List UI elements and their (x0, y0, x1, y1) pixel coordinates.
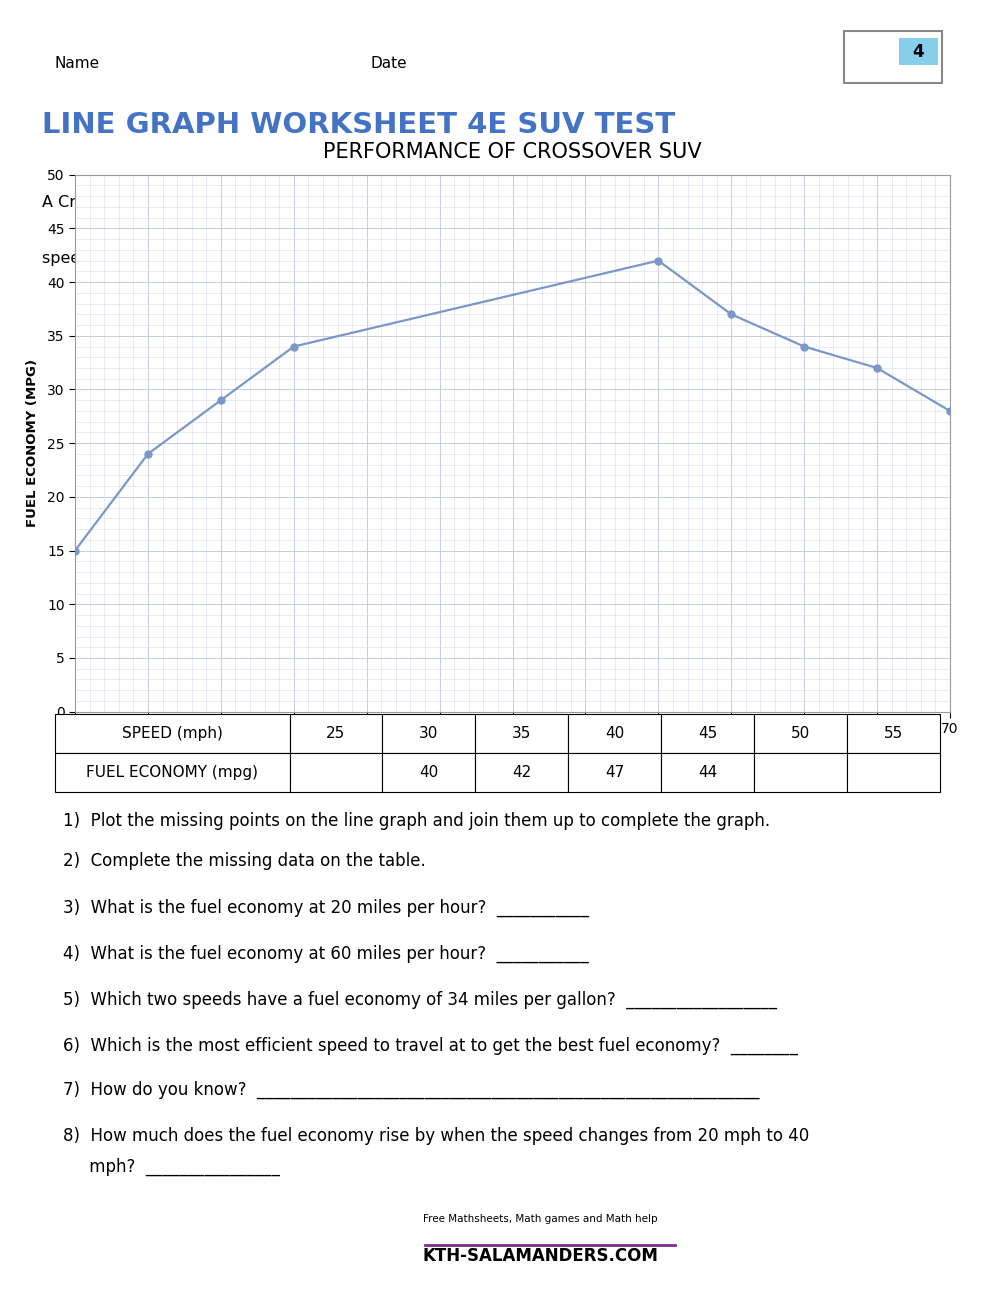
Text: 6)  Which is the most efficient speed to travel at to get the best fuel economy?: 6) Which is the most efficient speed to … (63, 1036, 798, 1055)
Bar (844, 31, 942, 83)
Bar (382, 753, 475, 792)
Y-axis label: FUEL ECONOMY (MPG): FUEL ECONOMY (MPG) (26, 360, 39, 527)
Bar (899, 38, 938, 65)
Text: SPEED (mph): SPEED (mph) (122, 726, 223, 741)
Bar (847, 714, 940, 753)
Text: 5)  Which two speeds have a fuel economy of 34 miles per gallon?  ______________: 5) Which two speeds have a fuel economy … (63, 991, 777, 1009)
Bar (382, 714, 475, 753)
Text: 8)  How much does the fuel economy rise by when the speed changes from 20 mph to: 8) How much does the fuel economy rise b… (63, 1127, 809, 1145)
Text: 1)  Plot the missing points on the line graph and join them up to complete the g: 1) Plot the missing points on the line g… (63, 813, 770, 831)
Text: Date: Date (370, 56, 407, 71)
Text: 3)  What is the fuel economy at 20 miles per hour?  ___________: 3) What is the fuel economy at 20 miles … (63, 898, 589, 917)
Text: 2)  Complete the missing data on the table.: 2) Complete the missing data on the tabl… (63, 853, 426, 871)
Text: 40: 40 (419, 765, 439, 780)
Text: Free Mathsheets, Math games and Math help: Free Mathsheets, Math games and Math hel… (423, 1214, 657, 1224)
Text: 45: 45 (698, 726, 717, 741)
Bar (847, 753, 940, 792)
Text: 25: 25 (326, 726, 346, 741)
Text: ΚTH-SALAMANDERS.COM: ΚTH-SALAMANDERS.COM (422, 1247, 658, 1266)
Text: 35: 35 (512, 726, 532, 741)
Bar (55, 753, 290, 792)
Bar (290, 714, 382, 753)
Text: 30: 30 (419, 726, 439, 741)
Text: 50: 50 (791, 726, 810, 741)
Text: LINE GRAPH WORKSHEET 4E SUV TEST: LINE GRAPH WORKSHEET 4E SUV TEST (42, 111, 675, 138)
Bar (475, 714, 568, 753)
Text: 55: 55 (884, 726, 903, 741)
Bar (568, 753, 661, 792)
Text: 7)  How do you know?  __________________________________________________________: 7) How do you know? ____________________… (63, 1080, 760, 1100)
Bar (661, 714, 754, 753)
Text: 44: 44 (698, 765, 717, 780)
Text: 42: 42 (512, 765, 531, 780)
Text: 47: 47 (605, 765, 624, 780)
Bar (661, 753, 754, 792)
Bar (290, 753, 382, 792)
Text: 4)  What is the fuel economy at 60 miles per hour?  ___________: 4) What is the fuel economy at 60 miles … (63, 945, 589, 963)
Bar (568, 714, 661, 753)
X-axis label: SPEED (MILES PER HOUR): SPEED (MILES PER HOUR) (416, 751, 609, 763)
Bar (475, 753, 568, 792)
Bar (55, 714, 290, 753)
Text: 4: 4 (912, 43, 924, 61)
Title: PERFORMANCE OF CROSSOVER SUV: PERFORMANCE OF CROSSOVER SUV (323, 142, 702, 162)
Text: A Crossover SUV was tested to see how the fuel economy in miles per gallon chang: A Crossover SUV was tested to see how th… (42, 195, 789, 211)
Text: speed changed. Here are the results.: speed changed. Here are the results. (42, 251, 340, 265)
Bar (754, 753, 847, 792)
Text: FUEL ECONOMY (mpg): FUEL ECONOMY (mpg) (86, 765, 258, 780)
Bar (754, 714, 847, 753)
Text: mph?  ________________: mph? ________________ (63, 1157, 280, 1175)
Text: Name: Name (55, 56, 100, 71)
Text: 40: 40 (605, 726, 624, 741)
